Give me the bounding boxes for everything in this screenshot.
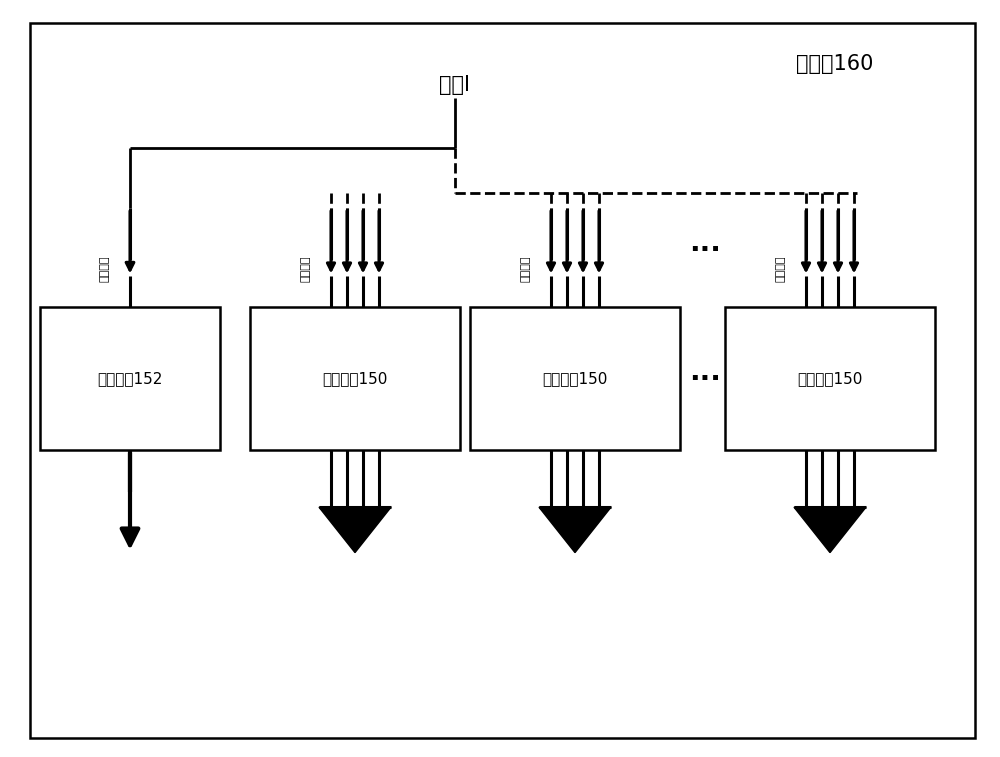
Text: ···: ··· <box>689 236 721 263</box>
Text: 矢量通路: 矢量通路 <box>521 255 531 282</box>
Text: 矢量通路: 矢量通路 <box>776 255 786 282</box>
Text: 矢量单元150: 矢量单元150 <box>322 371 388 386</box>
Polygon shape <box>539 507 611 553</box>
FancyBboxPatch shape <box>30 23 975 738</box>
Text: 矢量单元150: 矢量单元150 <box>797 371 863 386</box>
Text: 矢量通路: 矢量通路 <box>301 255 311 282</box>
Text: 指令I: 指令I <box>440 75 471 95</box>
Text: 矢量单元150: 矢量单元150 <box>542 371 608 386</box>
Text: ···: ··· <box>689 365 721 392</box>
Text: 标量单元152: 标量单元152 <box>97 371 163 386</box>
FancyBboxPatch shape <box>250 307 460 450</box>
Text: 处理器160: 处理器160 <box>796 55 874 74</box>
FancyBboxPatch shape <box>725 307 935 450</box>
FancyBboxPatch shape <box>40 307 220 450</box>
Polygon shape <box>794 507 866 553</box>
FancyBboxPatch shape <box>470 307 680 450</box>
Text: 标量通路: 标量通路 <box>100 255 110 282</box>
Polygon shape <box>319 507 391 553</box>
